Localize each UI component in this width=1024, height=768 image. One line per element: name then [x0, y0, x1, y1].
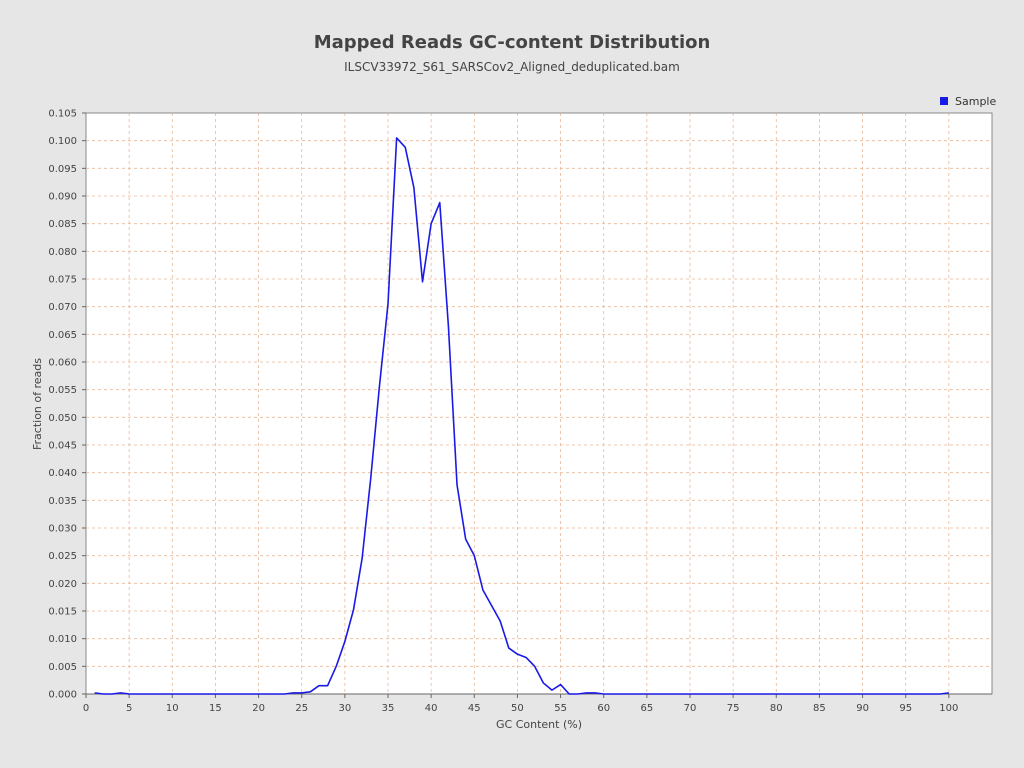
y-tick-label: 0.060 — [48, 358, 77, 369]
y-tick-label: 0.015 — [48, 607, 77, 618]
x-axis-label: GC Content (%) — [496, 718, 582, 731]
y-tick-label: 0.010 — [48, 634, 77, 645]
y-tick-label: 0.045 — [48, 441, 77, 452]
x-tick-label: 80 — [770, 703, 783, 714]
y-tick-label: 0.105 — [48, 109, 77, 120]
x-tick-label: 20 — [252, 703, 265, 714]
x-tick-label: 25 — [295, 703, 308, 714]
y-tick-label: 0.055 — [48, 385, 77, 396]
x-tick-label: 45 — [468, 703, 481, 714]
x-tick-label: 70 — [684, 703, 697, 714]
plot-area — [85, 112, 993, 695]
y-tick-label: 0.090 — [48, 192, 77, 203]
series-layer — [94, 137, 949, 695]
y-tick-label: 0.030 — [48, 524, 77, 535]
y-tick-label: 0.020 — [48, 579, 77, 590]
x-tick-label: 100 — [939, 703, 958, 714]
grid — [86, 113, 992, 694]
y-tick-label: 0.085 — [48, 219, 77, 230]
x-tick-label: 0 — [83, 703, 89, 714]
chart-title: Mapped Reads GC-content Distribution — [314, 32, 711, 53]
y-tick-label: 0.025 — [48, 551, 77, 562]
y-tick-label: 0.035 — [48, 496, 77, 507]
y-tick-label: 0.065 — [48, 330, 77, 341]
x-tick-label: 55 — [554, 703, 567, 714]
chart-subtitle: ILSCV33972_S61_SARSCov2_Aligned_deduplic… — [344, 60, 680, 74]
legend-label: Sample — [955, 95, 996, 108]
legend: Sample — [940, 95, 996, 108]
y-tick-label: 0.095 — [48, 164, 77, 175]
y-tick-label: 0.070 — [48, 302, 77, 313]
x-tick-label: 40 — [425, 703, 438, 714]
x-tick-label: 85 — [813, 703, 826, 714]
x-tick-label: 65 — [640, 703, 653, 714]
y-tick-label: 0.075 — [48, 275, 77, 286]
y-tick-label: 0.040 — [48, 468, 77, 479]
x-tick-label: 60 — [597, 703, 610, 714]
x-tick-label: 75 — [727, 703, 740, 714]
x-tick-label: 5 — [126, 703, 132, 714]
x-tick-label: 50 — [511, 703, 524, 714]
x-tick-label: 10 — [166, 703, 179, 714]
x-tick-label: 90 — [856, 703, 869, 714]
x-tick-label: 35 — [382, 703, 395, 714]
y-tick-label: 0.080 — [48, 247, 77, 258]
legend-swatch — [940, 97, 948, 105]
y-tick-label: 0.100 — [48, 136, 77, 147]
y-tick-label: 0.000 — [48, 690, 77, 701]
y-tick-label: 0.050 — [48, 413, 77, 424]
x-tick-label: 30 — [338, 703, 351, 714]
x-tick-label: 15 — [209, 703, 222, 714]
y-axis-label: Fraction of reads — [31, 358, 44, 450]
y-tick-label: 0.005 — [48, 662, 77, 673]
x-tick-label: 95 — [899, 703, 912, 714]
series-line-sample — [94, 137, 949, 695]
